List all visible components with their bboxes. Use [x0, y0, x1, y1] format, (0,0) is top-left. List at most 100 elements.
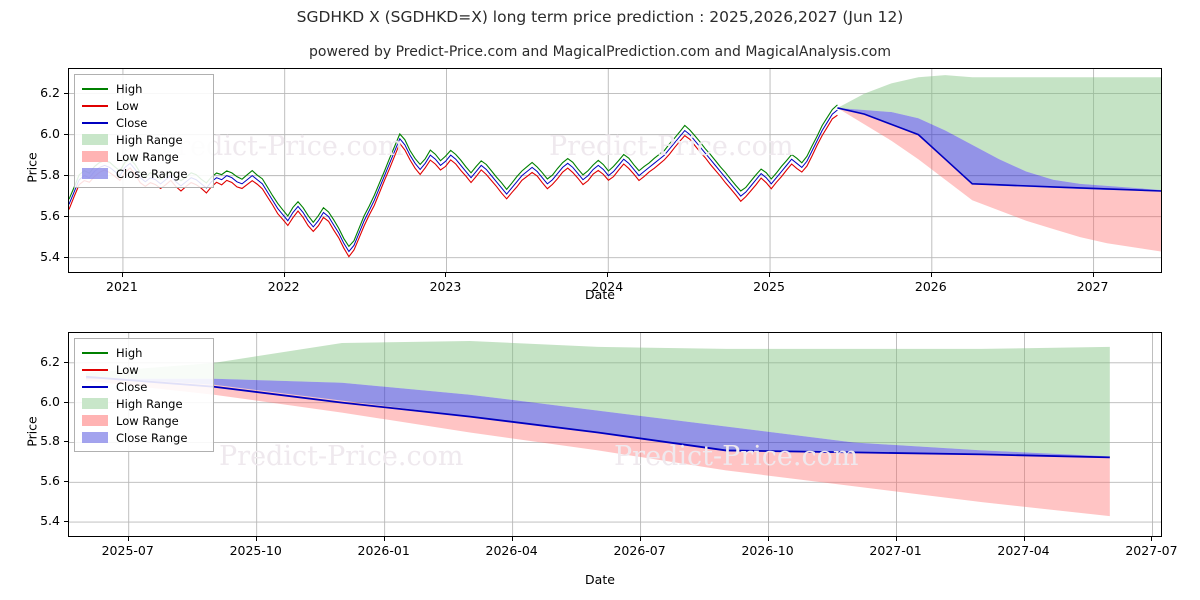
y-tick-label: 6.0 [40, 393, 60, 409]
x-tick-label: 2026 [914, 279, 947, 294]
legend-swatch-icon [82, 151, 108, 162]
x-tick-mark [895, 537, 897, 541]
x-tick-label: 2022 [267, 279, 300, 294]
legend-label: Close [116, 379, 148, 394]
legend-swatch-icon [82, 117, 108, 128]
legend-swatch-icon [82, 134, 108, 145]
y-tick-mark [64, 256, 68, 258]
x-tick-mark [383, 537, 385, 541]
legend-swatch-icon [82, 364, 108, 375]
y-tick-label: 5.8 [40, 433, 60, 449]
legend-label: Low [116, 98, 139, 113]
bottom-chart-panel: Predict-Price.com Predict-Price.com Pric… [0, 310, 1200, 600]
x-tick-label: 2027 [1076, 279, 1109, 294]
legend-label: Low Range [116, 413, 179, 428]
x-tick-label: 2027-01 [869, 543, 922, 558]
legend-swatch-icon [82, 415, 108, 426]
x-tick-mark [607, 273, 609, 277]
y-tick-label: 5.8 [40, 166, 60, 182]
legend-item-low: Low [82, 97, 206, 114]
legend-swatch-icon [82, 432, 108, 443]
x-tick-mark [127, 537, 129, 541]
y-tick-label: 5.6 [40, 207, 60, 223]
legend-swatch-icon [82, 83, 108, 94]
legend-label: High [116, 81, 143, 96]
top-legend: High Low Close High Range Low Range Close Ran… [74, 74, 214, 188]
bottom-legend: High Low Close High Range Low Range Close Ran… [74, 338, 214, 452]
legend-label: Low [116, 362, 139, 377]
x-tick-mark [639, 537, 641, 541]
y-tick-mark [64, 441, 68, 443]
x-tick-label: 2026-04 [485, 543, 538, 558]
y-tick-mark [64, 521, 68, 523]
legend-item-close: Close [82, 114, 206, 131]
y-tick-label: 6.0 [40, 125, 60, 141]
x-tick-label: 2025-10 [229, 543, 282, 558]
y-tick-mark [64, 401, 68, 403]
y-tick-label: 6.2 [40, 353, 60, 369]
legend-item-high-range: High Range [82, 395, 206, 412]
x-tick-mark [1092, 273, 1094, 277]
x-tick-label: 2023 [429, 279, 462, 294]
legend-label: Close Range [116, 430, 188, 445]
y-tick-mark [64, 361, 68, 363]
legend-swatch-icon [82, 100, 108, 111]
legend-item-close: Close [82, 378, 206, 395]
legend-swatch-icon [82, 381, 108, 392]
legend-label: High Range [116, 396, 183, 411]
legend-item-high-range: High Range [82, 131, 206, 148]
legend-item-low: Low [82, 361, 206, 378]
y-tick-label: 5.4 [40, 248, 60, 264]
legend-item-close-range: Close Range [82, 429, 206, 446]
bottom-x-axis-label: Date [585, 572, 615, 587]
y-tick-mark [64, 92, 68, 94]
top-x-axis-label: Date [585, 287, 615, 302]
legend-label: Low Range [116, 149, 179, 164]
legend-item-high: High [82, 344, 206, 361]
y-tick-mark [64, 481, 68, 483]
x-tick-mark [767, 537, 769, 541]
legend-swatch-icon [82, 398, 108, 409]
legend-label: High [116, 345, 143, 360]
legend-item-low-range: Low Range [82, 412, 206, 429]
y-tick-mark [64, 215, 68, 217]
top-plot-area: Predict-Price.com Predict-Price.com [68, 68, 1162, 273]
legend-item-high: High [82, 80, 206, 97]
legend-label: Close Range [116, 166, 188, 181]
y-tick-label: 6.2 [40, 84, 60, 100]
top-y-axis-label: Price [24, 152, 40, 183]
x-tick-mark [445, 273, 447, 277]
x-tick-label: 2025-07 [101, 543, 154, 558]
y-tick-mark [64, 174, 68, 176]
top-chart-panel: Predict-Price.com Predict-Price.com Pric… [24, 68, 1162, 302]
x-tick-label: 2026-07 [613, 543, 666, 558]
page-subtitle: powered by Predict-Price.com and Magical… [309, 44, 891, 60]
x-tick-mark [769, 273, 771, 277]
legend-label: Close [116, 115, 148, 130]
legend-swatch-icon [82, 168, 108, 179]
y-tick-label: 5.4 [40, 513, 60, 529]
x-tick-mark [1151, 537, 1153, 541]
page-title: SGDHKD X (SGDHKD=X) long term price pred… [296, 8, 904, 26]
x-tick-mark [930, 273, 932, 277]
x-tick-mark [283, 273, 285, 277]
x-tick-label: 2027-07 [1125, 543, 1178, 558]
x-tick-mark [1023, 537, 1025, 541]
x-tick-mark [255, 537, 257, 541]
bottom-y-axis-label: Price [24, 416, 40, 447]
bottom-plot-area: Predict-Price.com Predict-Price.com [68, 332, 1162, 537]
legend-item-close-range: Close Range [82, 165, 206, 182]
x-tick-label: 2024 [591, 279, 624, 294]
legend-item-low-range: Low Range [82, 148, 206, 165]
x-tick-label: 2027-04 [997, 543, 1050, 558]
x-tick-label: 2026-01 [357, 543, 410, 558]
x-tick-mark [121, 273, 123, 277]
legend-label: High Range [116, 132, 183, 147]
y-tick-mark [64, 133, 68, 135]
legend-swatch-icon [82, 347, 108, 358]
x-tick-label: 2026-10 [741, 543, 794, 558]
x-tick-label: 2025 [753, 279, 785, 294]
y-tick-label: 5.6 [40, 473, 60, 489]
x-tick-label: 2021 [106, 279, 138, 294]
